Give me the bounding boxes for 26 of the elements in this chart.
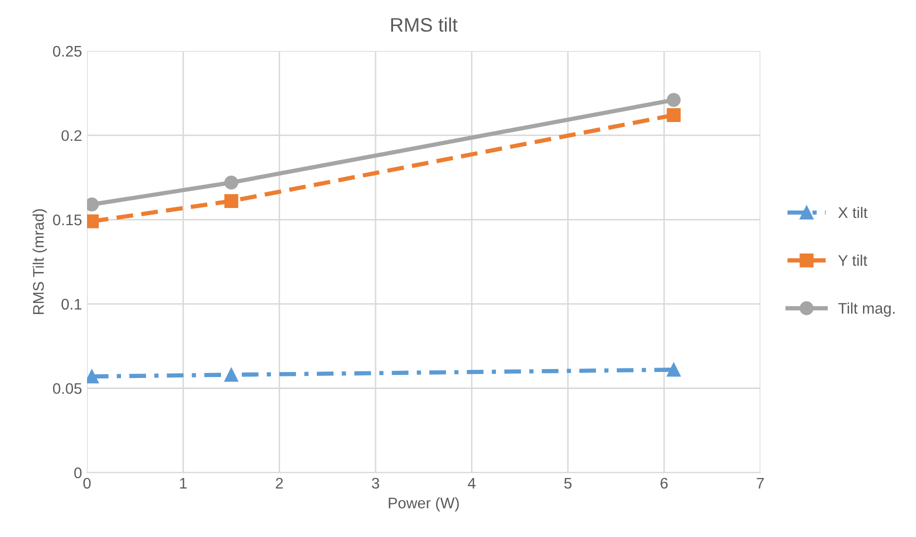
x-tick-label: 4 — [468, 478, 476, 488]
y-tick-label: 0.2 — [62, 130, 82, 142]
y-tick-label: 0.05 — [53, 383, 82, 394]
point — [224, 194, 238, 208]
x-tick-label: 2 — [276, 478, 283, 488]
y-tick-label: 0.25 — [53, 46, 82, 57]
y-tick-label: 0.1 — [62, 298, 82, 310]
legend-label: Y tilt — [838, 254, 868, 266]
chart-title: RMS tilt — [391, 17, 458, 32]
y-axis-title: RMS Tilt (mrad) — [32, 209, 47, 314]
legend-label: Tilt mag. — [838, 302, 895, 317]
x-axis-title: Power (W) — [388, 497, 459, 512]
legend-label: X tilt — [838, 206, 868, 218]
point — [666, 362, 681, 377]
x-tick-label: 6 — [660, 478, 668, 489]
x-tick-label: 3 — [372, 478, 380, 489]
point — [666, 108, 681, 122]
point — [224, 368, 238, 382]
point — [224, 176, 238, 190]
y-tick-label: 0 — [74, 467, 82, 478]
x-tick-label: 1 — [180, 478, 187, 488]
x-tick-label: 5 — [564, 478, 572, 489]
point — [666, 92, 681, 107]
x-tick-label: 7 — [756, 478, 764, 488]
y-tick-label: 0.15 — [53, 214, 82, 226]
x-tick-label: 0 — [83, 478, 91, 489]
